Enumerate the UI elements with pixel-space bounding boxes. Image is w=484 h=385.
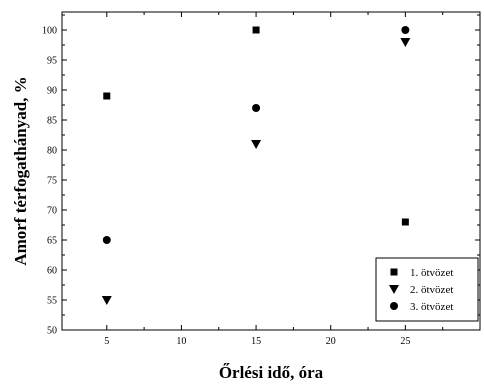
legend: 1. ötvözet 2. ötvözet 3. ötvözet xyxy=(375,257,479,322)
legend-marker-2 xyxy=(389,285,399,294)
y-tick-label: 95 xyxy=(47,56,57,67)
data-point-series-2 xyxy=(400,38,411,47)
y-tick-label: 55 xyxy=(47,296,57,307)
legend-label-2: 2. ötvözet xyxy=(410,284,453,296)
y-tick-label: 80 xyxy=(47,146,57,157)
y-tick-label: 85 xyxy=(47,116,57,127)
data-point-series-3 xyxy=(102,236,111,244)
y-tick-label: 50 xyxy=(47,326,57,337)
x-tick-label: 25 xyxy=(400,336,410,347)
y-tick-label: 70 xyxy=(47,206,57,217)
data-point-series-3 xyxy=(401,26,410,34)
x-axis-title: Őrlési idő, óra xyxy=(219,363,324,382)
axis-ticks: 5 10 15 20 25 50 55 60 65 70 75 80 85 90 95 100 xyxy=(42,12,480,347)
x-tick-label: 10 xyxy=(176,336,186,347)
data-point-series-1 xyxy=(103,92,111,100)
y-tick-label: 65 xyxy=(47,236,57,247)
data-point-series-2 xyxy=(101,296,112,305)
x-tick-label: 20 xyxy=(326,336,336,347)
y-tick-label: 60 xyxy=(47,266,57,277)
x-tick-label: 5 xyxy=(104,336,109,347)
legend-marker-1 xyxy=(390,268,398,276)
y-axis-title: Amorf térfogathányad, % xyxy=(11,76,30,265)
plot-frame xyxy=(61,11,481,331)
data-points xyxy=(101,26,411,305)
legend-label-3: 3. ötvözet xyxy=(410,301,453,313)
x-tick-label: 15 xyxy=(251,336,261,347)
y-tick-label: 75 xyxy=(47,176,57,187)
legend-marker-3 xyxy=(390,302,398,310)
legend-label-1: 1. ötvözet xyxy=(410,267,453,279)
y-tick-label: 100 xyxy=(42,26,57,37)
data-point-series-3 xyxy=(252,104,261,112)
data-point-series-1 xyxy=(401,218,409,226)
y-tick-label: 90 xyxy=(47,86,57,97)
data-point-series-1 xyxy=(252,26,260,34)
data-point-series-2 xyxy=(251,140,262,149)
